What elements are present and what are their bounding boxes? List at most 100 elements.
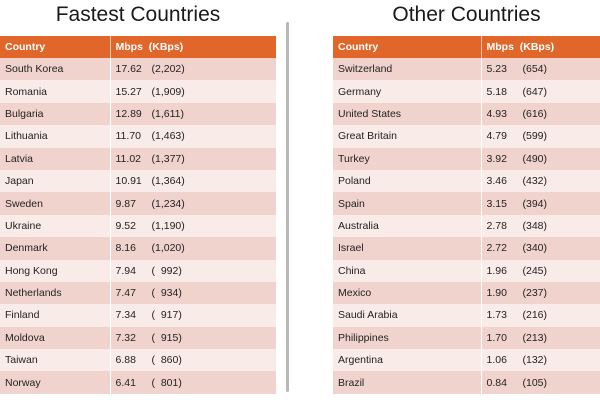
kbps-value: (237): [522, 287, 548, 300]
speed-cell: 7.32 ( 915): [110, 326, 276, 350]
table-header-row: Country Mbps (KBps): [333, 36, 600, 58]
table-row: Brazil 0.84 (105): [333, 371, 600, 394]
table-row: Great Britain 4.79 (599): [333, 125, 600, 148]
country-cell: Sweden: [0, 192, 111, 215]
speed-cell: 5.23 (654): [481, 58, 600, 81]
kbps-value: (1,611): [151, 107, 185, 120]
speed-cell: 12.89 (1,611): [110, 102, 276, 126]
country-cell: South Korea: [0, 58, 111, 81]
table-row: Spain 3.15 (394): [333, 192, 600, 215]
mbps-value: 3.46: [486, 175, 507, 188]
mbps-value: 3.15: [486, 197, 507, 210]
kbps-value: (647): [522, 85, 548, 98]
mbps-value: 3.92: [486, 152, 507, 165]
country-cell: Saudi Arabia: [333, 304, 482, 327]
country-cell: Latvia: [0, 147, 111, 170]
country-cell: Switzerland: [333, 58, 482, 81]
table-row: Netherlands 7.47 ( 934): [0, 281, 276, 305]
mbps-value: 0.84: [486, 376, 507, 389]
mbps-value: 6.41: [115, 376, 136, 389]
mbps-value: 8.16: [115, 242, 136, 255]
table-row: Turkey 3.92 (490): [333, 147, 600, 170]
kbps-value: (216): [522, 309, 548, 322]
column-header-country: Country: [333, 36, 482, 58]
panel-title: Fastest Countries: [55, 3, 221, 26]
speed-cell: 8.16 (1,020): [110, 237, 276, 260]
country-cell: Lithuania: [0, 125, 111, 148]
mbps-value: 9.52: [115, 219, 136, 232]
country-cell: Ukraine: [0, 214, 111, 238]
mbps-value: 11.70: [115, 130, 142, 143]
country-cell: Australia: [333, 214, 482, 238]
kbps-value: ( 934): [151, 287, 182, 300]
mbps-value: 12.89: [115, 107, 142, 120]
country-cell: United States: [333, 102, 482, 126]
kbps-value: ( 801): [151, 376, 182, 389]
kbps-value: ( 917): [151, 309, 182, 322]
kbps-value: ( 992): [151, 264, 182, 277]
mbps-value: 1.70: [486, 331, 507, 344]
mbps-value: 17.62: [115, 63, 142, 76]
table-row: Moldova 7.32 ( 915): [0, 326, 276, 350]
table-row: Poland 3.46 (432): [333, 169, 600, 193]
column-header-speed: Mbps (KBps): [481, 36, 600, 58]
mbps-value: 1.90: [486, 287, 507, 300]
mbps-value: 4.93: [486, 107, 507, 120]
speed-cell: 5.18 (647): [481, 80, 600, 103]
mbps-value: 1.73: [486, 309, 507, 322]
table-row: Finland 7.34 ( 917): [0, 304, 276, 327]
table-row: Sweden 9.87 (1,234): [0, 192, 276, 215]
speed-cell: 4.79 (599): [481, 125, 600, 148]
speed-cell: 2.78 (348): [481, 214, 600, 238]
table-row: Australia 2.78 (348): [333, 214, 600, 238]
country-cell: Great Britain: [333, 125, 482, 148]
speed-cell: 9.87 (1,234): [110, 192, 276, 215]
panel-title: Other Countries: [392, 3, 541, 26]
table-row: Argentina 1.06 (132): [333, 349, 600, 372]
country-cell: Denmark: [0, 237, 111, 260]
speed-cell: 3.46 (432): [481, 169, 600, 193]
mbps-value: 5.23: [486, 63, 507, 76]
kbps-value: (599): [522, 130, 548, 143]
speed-cell: 3.92 (490): [481, 147, 600, 170]
table-row: Denmark 8.16 (1,020): [0, 237, 276, 260]
kbps-value: (245): [522, 264, 548, 277]
table-row: Germany 5.18 (647): [333, 80, 600, 103]
kbps-value: (132): [522, 354, 548, 367]
speed-cell: 0.84 (105): [481, 371, 600, 394]
column-header-speed: Mbps (KBps): [110, 36, 276, 58]
kbps-value: (213): [522, 331, 548, 344]
mbps-value: 1.96: [486, 264, 507, 277]
mbps-value: 7.34: [115, 309, 136, 322]
mbps-value: 1.06: [486, 354, 507, 367]
country-cell: Mexico: [333, 281, 482, 305]
kbps-value: (348): [522, 219, 548, 232]
speed-cell: 7.94 ( 992): [110, 259, 276, 282]
table-row: Hong Kong 7.94 ( 992): [0, 259, 276, 282]
kbps-value: (616): [522, 107, 548, 120]
table-row: United States 4.93 (616): [333, 102, 600, 126]
speed-cell: 1.70 (213): [481, 326, 600, 350]
speed-cell: 6.88 ( 860): [110, 349, 276, 372]
table-row: Romania 15.27 (1,909): [0, 80, 276, 103]
mbps-value: 9.87: [115, 197, 136, 210]
kbps-value: ( 915): [151, 331, 182, 344]
kbps-value: (105): [522, 376, 548, 389]
speed-cell: 11.02 (1,377): [110, 147, 276, 170]
other-countries-table: Country Mbps (KBps) Switzerland 5.23 (654)…: [333, 36, 600, 394]
table-row: Switzerland 5.23 (654): [333, 58, 600, 81]
kbps-value: (340): [522, 242, 548, 255]
speed-cell: 17.62 (2,202): [110, 58, 276, 81]
speed-cell: 6.41 ( 801): [110, 371, 276, 394]
table-row: Japan 10.91 (1,364): [0, 169, 276, 193]
country-cell: Philippines: [333, 326, 482, 350]
kbps-value: (490): [522, 152, 548, 165]
speed-cell: 3.15 (394): [481, 192, 600, 215]
country-cell: Norway: [0, 371, 111, 394]
mbps-value: 5.18: [486, 85, 507, 98]
fastest-countries-table: Country Mbps (KBps) South Korea 17.62 (2,2…: [0, 36, 276, 394]
speed-cell: 1.96 (245): [481, 259, 600, 282]
speed-cell: 7.34 ( 917): [110, 304, 276, 327]
table-row: Israel 2.72 (340): [333, 237, 600, 260]
table-row: Taiwan 6.88 ( 860): [0, 349, 276, 372]
